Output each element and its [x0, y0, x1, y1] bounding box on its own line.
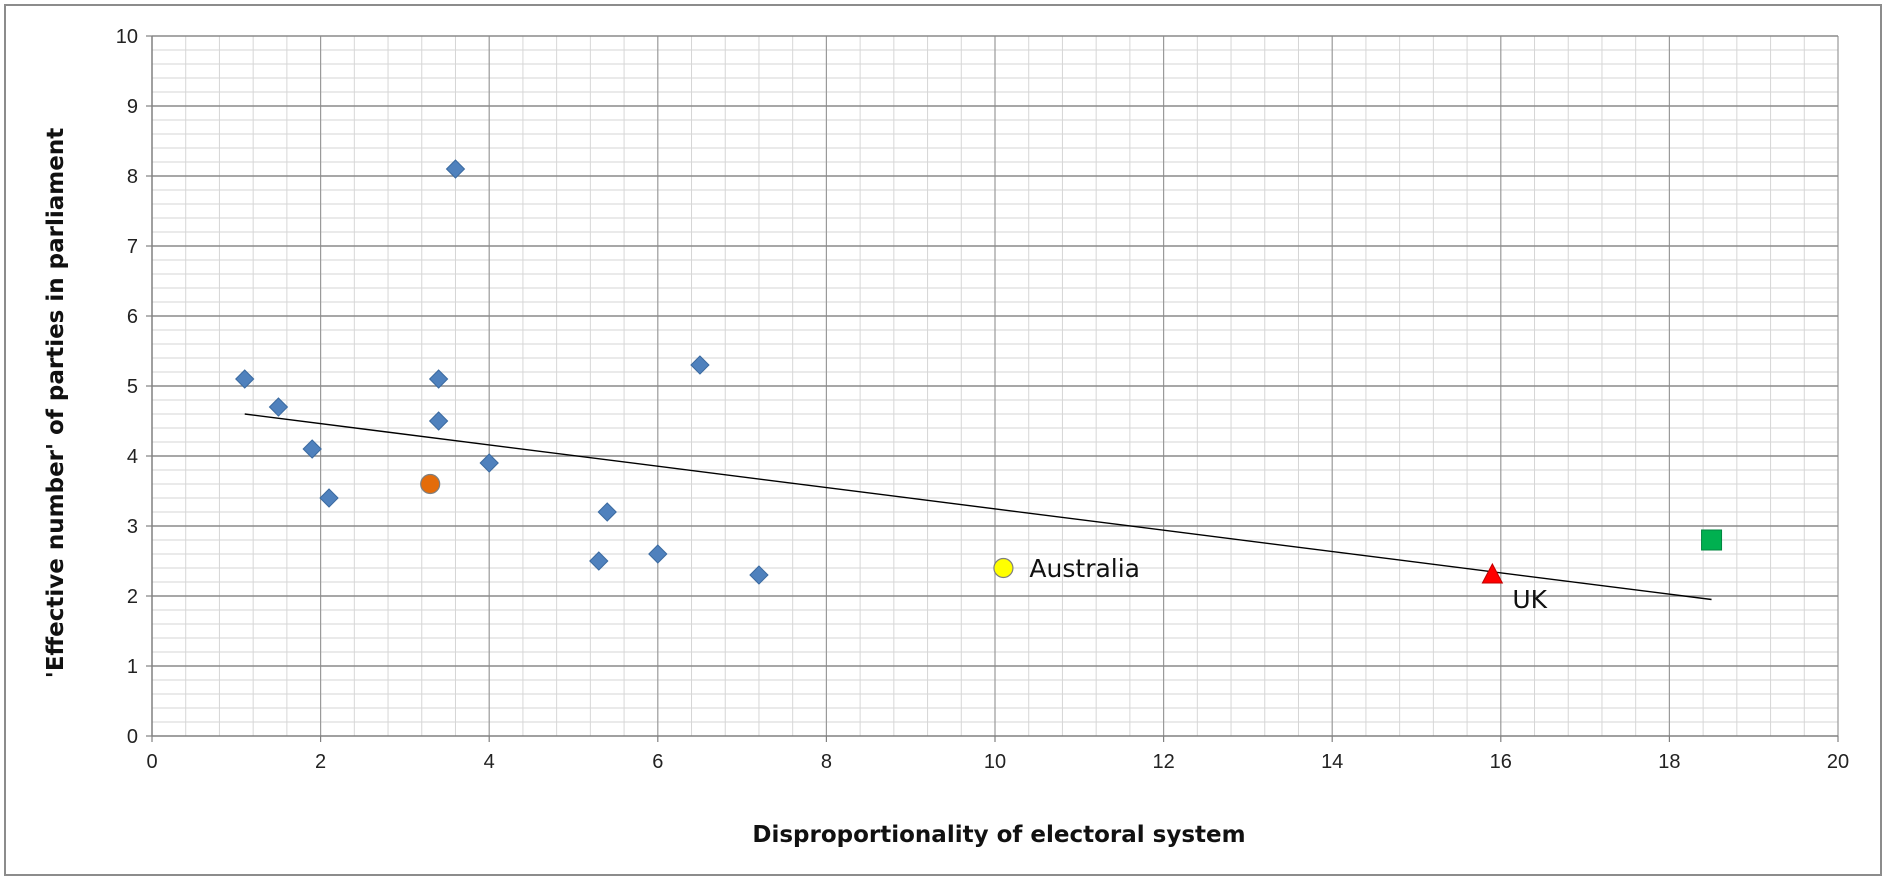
y-tick-label: 9 — [127, 96, 138, 118]
x-tick-label: 10 — [984, 751, 1006, 773]
diamond-point — [589, 551, 609, 571]
y-axis-title: 'Effective number' of parties in parliam… — [43, 128, 69, 678]
y-tick-label: 2 — [127, 586, 138, 608]
y-tick-label: 7 — [127, 236, 138, 258]
diamond-point — [428, 411, 449, 431]
diamond-point — [690, 355, 710, 375]
trendline-layer — [244, 413, 1712, 601]
axes — [146, 35, 1839, 742]
y-tick-label: 3 — [127, 516, 138, 538]
y-tick-label: 6 — [127, 306, 138, 328]
x-tick-label: 2 — [315, 751, 326, 773]
diamond-point — [749, 565, 769, 585]
x-tick-label: 14 — [1321, 751, 1343, 773]
diamond-point — [428, 369, 449, 389]
x-tick-label: 4 — [484, 751, 495, 773]
data-points — [235, 159, 1723, 585]
diamond-point — [479, 453, 499, 473]
x-tick-label: 18 — [1658, 751, 1680, 773]
circle-point — [993, 557, 1014, 579]
y-tick-label: 5 — [127, 376, 138, 398]
y-tick-label: 10 — [116, 26, 138, 48]
diamond-point — [445, 159, 466, 179]
x-axis-title: Disproportionality of electoral system — [752, 822, 1245, 848]
diamond-point — [268, 397, 289, 417]
square-point — [1701, 529, 1723, 551]
trendline — [244, 413, 1712, 601]
diamond-point — [235, 369, 255, 389]
circle-point — [420, 473, 441, 495]
diamond-point — [597, 502, 617, 522]
x-tick-label: 8 — [821, 751, 832, 773]
y-tick-label: 0 — [127, 726, 138, 748]
major-gridlines — [152, 35, 1839, 736]
triangle-point — [1481, 562, 1504, 584]
point-label: Australia — [1029, 554, 1140, 583]
x-tick-label: 16 — [1490, 751, 1512, 773]
x-tick-label: 12 — [1152, 751, 1174, 773]
y-tick-label: 8 — [127, 166, 138, 188]
x-tick-label: 6 — [652, 751, 663, 773]
y-tick-label: 4 — [127, 446, 138, 468]
diamond-point — [302, 439, 322, 459]
point-labels: Australia UK — [1029, 554, 1547, 614]
y-tick-label: 1 — [127, 656, 138, 678]
chart-frame — [4, 4, 1882, 876]
x-tick-label: 20 — [1827, 751, 1849, 773]
x-tick-label: 0 — [146, 751, 157, 773]
diamond-point — [319, 488, 339, 508]
diamond-point — [648, 544, 668, 564]
point-label: UK — [1512, 585, 1547, 614]
